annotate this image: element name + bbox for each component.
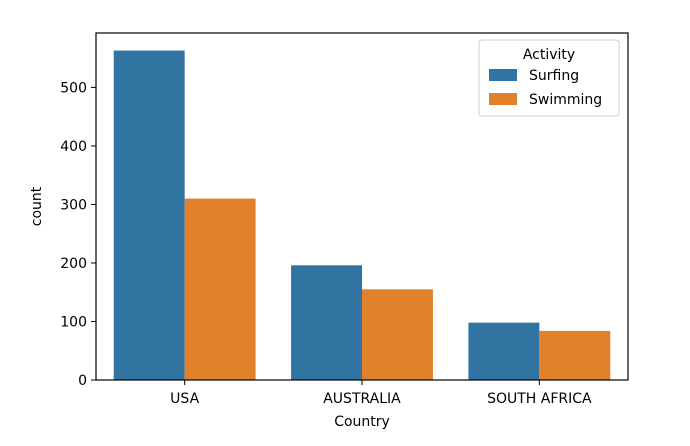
- legend-items: Surfing Swimming: [489, 68, 602, 108]
- legend: Activity Surfing Swimming: [478, 39, 620, 117]
- legend-label-surfing: Surfing: [529, 68, 579, 84]
- x-axis-ticks: USA AUSTRALIA SOUTH AFRICA: [170, 380, 592, 407]
- x-tick-label: SOUTH AFRICA: [487, 391, 592, 407]
- bar-swimming-south-africa: [539, 330, 611, 380]
- bar-swimming-usa: [184, 198, 256, 380]
- x-tick-label: USA: [170, 391, 199, 407]
- y-tick-label: 400: [60, 139, 87, 155]
- y-tick-label: 300: [60, 197, 87, 213]
- x-tick-label: AUSTRALIA: [323, 391, 401, 407]
- legend-label-swimming: Swimming: [529, 92, 602, 108]
- bar-swimming-australia: [362, 289, 433, 380]
- bars: [113, 50, 611, 380]
- legend-title: Activity: [523, 47, 575, 63]
- y-axis-label: count: [29, 186, 45, 226]
- bar-surfing-south-africa: [468, 322, 540, 380]
- plot-frame: [95, 32, 629, 381]
- legend-swatch-surfing: [489, 69, 517, 81]
- y-tick-label: 500: [60, 80, 87, 96]
- x-axis-label: Country: [334, 414, 390, 430]
- bar-surfing-usa: [113, 50, 185, 380]
- y-tick-label: 200: [60, 256, 87, 272]
- bar-surfing-australia: [291, 265, 362, 380]
- legend-swatch-swimming: [489, 93, 517, 105]
- y-axis-ticks: 0 100 200 300 400 500: [60, 80, 96, 389]
- y-tick-label: 0: [78, 373, 87, 389]
- y-tick-label: 100: [60, 314, 87, 330]
